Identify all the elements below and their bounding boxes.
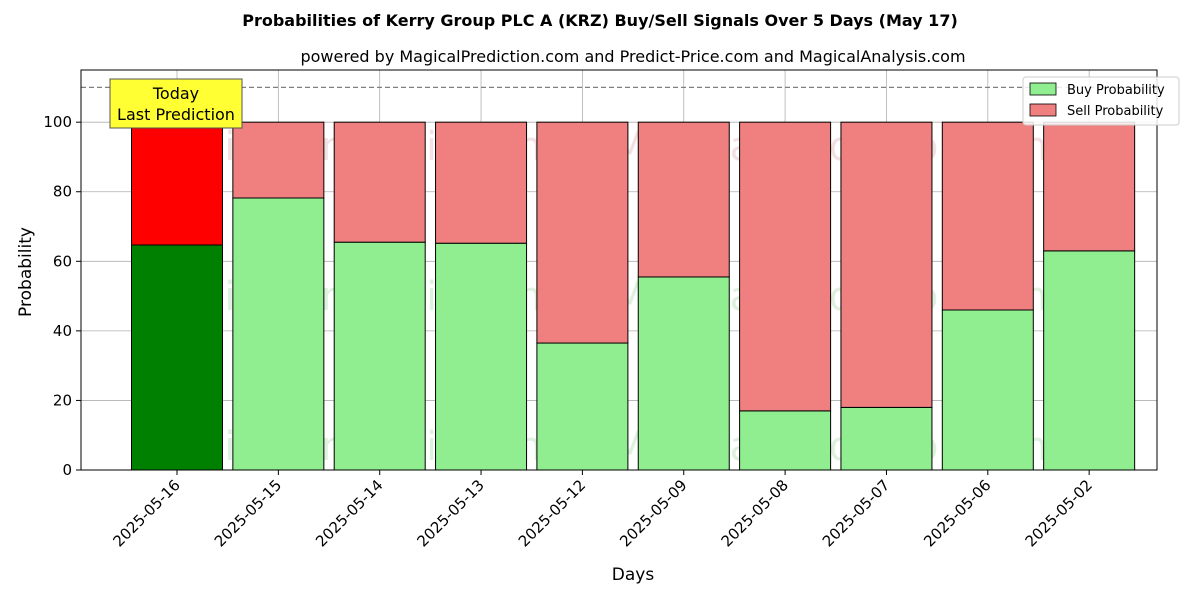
y-tick-label: 60 <box>53 252 72 270</box>
y-tick-label: 80 <box>53 183 72 201</box>
plot-area: MagicalAnalysis.comMagicalPrediction.com… <box>80 69 1158 471</box>
bar-buy-2025-05-12 <box>536 342 629 471</box>
bar-sell-2025-05-08 <box>739 121 832 412</box>
y-tick-label: 0 <box>62 461 72 479</box>
legend-box <box>1022 76 1180 126</box>
x-tick-label: 2025-05-15 <box>211 476 285 550</box>
bar-sell-2025-05-14 <box>333 121 426 243</box>
annotation-line-2: Last Prediction <box>117 105 235 124</box>
bar-sell-2025-05-15 <box>232 121 325 199</box>
y-tick-label: 40 <box>53 322 72 340</box>
legend-buy-swatch <box>1029 82 1057 96</box>
chart-title: Probabilities of Kerry Group PLC A (KRZ)… <box>242 11 958 30</box>
x-axis-label: Days <box>612 565 655 585</box>
bar-sell-2025-05-12 <box>536 121 629 344</box>
bar-sell-2025-05-16 <box>131 121 223 246</box>
bar-buy-2025-05-13 <box>435 242 528 471</box>
x-tick-label: 2025-05-09 <box>616 476 690 550</box>
x-tick-label: 2025-05-06 <box>920 476 994 550</box>
x-tick-label: 2025-05-13 <box>413 476 487 550</box>
annotation-box <box>109 78 243 129</box>
bar-buy-2025-05-02 <box>1043 250 1136 471</box>
bar-buy-2025-05-16 <box>131 244 223 471</box>
legend: Buy Probability Sell Probability <box>1022 76 1180 126</box>
bar-buy-2025-05-09 <box>637 276 730 471</box>
y-tick-label: 100 <box>43 113 72 131</box>
bars <box>131 121 1136 471</box>
x-tick-label: 2025-05-14 <box>312 476 386 550</box>
legend-sell-swatch <box>1029 103 1057 117</box>
bar-sell-2025-05-07 <box>840 121 933 408</box>
bar-sell-2025-05-13 <box>435 121 528 244</box>
bar-sell-2025-05-06 <box>941 121 1034 311</box>
annotation-line-1: Today <box>152 84 199 103</box>
bar-buy-2025-05-08 <box>739 410 832 471</box>
x-tick-label: 2025-05-16 <box>109 476 183 550</box>
bar-buy-2025-05-07 <box>840 406 933 471</box>
plot-frame <box>80 69 1158 471</box>
x-axis: 2025-05-16 2025-05-15 2025-05-14 2025-05-13… <box>109 470 1096 550</box>
y-axis: 0 20 40 60 80 100 <box>43 113 81 479</box>
bar-sell-2025-05-09 <box>637 121 730 278</box>
x-tick-label: 2025-05-08 <box>718 476 792 550</box>
today-annotation: Today Last Prediction <box>109 78 243 129</box>
bar-buy-2025-05-14 <box>333 241 426 471</box>
chart-subtitle: powered by MagicalPrediction.com and Pre… <box>300 47 965 66</box>
bar-buy-2025-05-15 <box>232 197 325 471</box>
y-tick-label: 20 <box>53 391 72 409</box>
legend-buy-label: Buy Probability <box>1067 83 1165 98</box>
bar-sell-2025-05-02 <box>1043 121 1136 252</box>
x-tick-label: 2025-05-07 <box>819 476 893 550</box>
bar-buy-2025-05-06 <box>941 309 1034 471</box>
y-axis-label: Probability <box>16 227 36 317</box>
legend-sell-label: Sell Probability <box>1067 104 1164 119</box>
x-tick-label: 2025-05-12 <box>515 476 589 550</box>
x-tick-label: 2025-05-02 <box>1022 476 1096 550</box>
